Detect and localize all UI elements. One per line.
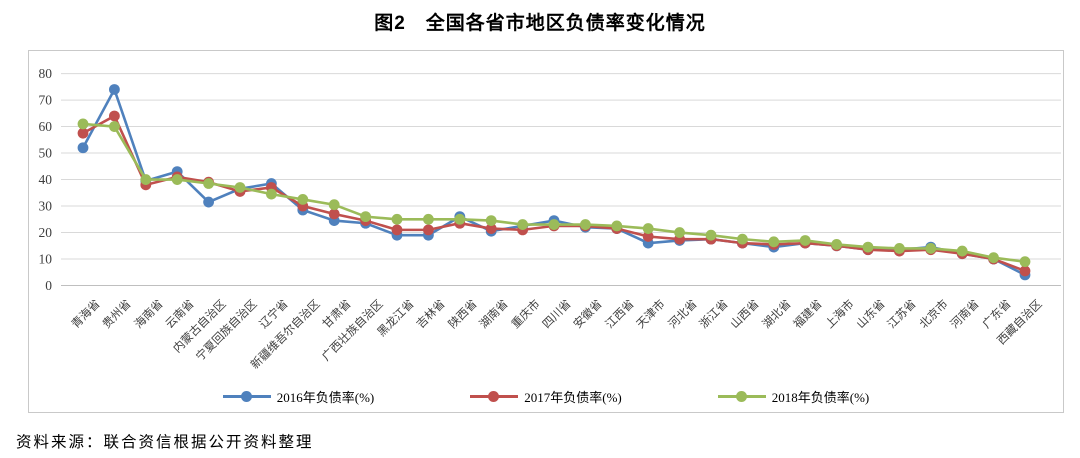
data-point-marker <box>328 199 340 211</box>
data-point-marker <box>423 213 434 225</box>
y-axis-tick-label: 80 <box>39 66 53 81</box>
chart-svg: 0 10 20 30 40 50 60 70 80 <box>39 66 1061 293</box>
legend-marker-icon <box>222 390 271 403</box>
legend-item: 2016年负债率(%) <box>222 387 375 406</box>
data-point-marker <box>328 208 340 220</box>
legend-label: 2018年负债率(%) <box>771 390 870 405</box>
data-point-marker <box>391 224 403 236</box>
data-point-marker <box>109 121 120 132</box>
data-point-marker <box>266 188 277 200</box>
data-point-marker <box>768 236 780 248</box>
legend-dot-icon <box>240 391 252 402</box>
data-point-marker <box>611 220 623 232</box>
data-point-marker <box>360 211 371 223</box>
data-point-marker <box>580 219 591 230</box>
chart-title: 图2 全国各省市地区负债率变化情况 <box>374 13 706 34</box>
data-point-marker <box>925 243 937 254</box>
y-axis-tick-label: 60 <box>39 119 53 134</box>
data-point-marker <box>297 194 309 205</box>
data-point-marker <box>77 127 89 139</box>
chart-area: 2016年负债率(%) 2017年负债率(%) 2018年负债率(%) 0 10 20 3… <box>28 50 1064 413</box>
data-point-marker <box>109 110 120 122</box>
data-point-marker <box>109 84 120 95</box>
data-point-marker <box>642 231 654 242</box>
data-point-marker <box>1019 256 1031 268</box>
legend-marker-icon <box>717 390 766 403</box>
y-axis-tick-label: 20 <box>39 225 53 240</box>
data-point-marker <box>140 174 152 185</box>
data-point-marker <box>423 224 434 236</box>
y-axis-tick-label: 70 <box>39 93 53 108</box>
data-point-marker <box>517 219 528 230</box>
data-point-marker <box>548 219 560 230</box>
legend: 2016年负债率(%) 2017年负债率(%) 2018年负债率(%) <box>29 387 1063 406</box>
data-point-marker <box>203 196 215 208</box>
data-point-marker <box>799 235 811 246</box>
data-point-marker <box>203 178 215 189</box>
data-point-marker <box>485 215 497 226</box>
legend-marker-icon <box>470 390 519 403</box>
y-axis-tick-label: 0 <box>45 278 52 293</box>
legend-label: 2017年负债率(%) <box>524 390 622 405</box>
y-axis-tick-label: 50 <box>39 146 53 161</box>
data-point-marker <box>737 233 748 245</box>
legend-dot-icon <box>735 391 747 402</box>
data-point-marker <box>77 118 89 130</box>
data-point-marker <box>894 243 905 254</box>
legend-dot-icon <box>488 391 500 402</box>
legend-label: 2016年负债率(%) <box>276 390 375 405</box>
data-point-marker <box>956 245 968 257</box>
data-point-marker <box>862 241 874 253</box>
data-point-marker <box>988 252 999 264</box>
legend-item: 2017年负债率(%) <box>470 387 622 406</box>
data-point-marker <box>1019 265 1031 277</box>
data-point-marker <box>171 174 183 185</box>
series-line <box>82 122 1026 263</box>
y-axis-tick-label: 10 <box>39 252 53 267</box>
data-point-marker <box>454 213 466 225</box>
data-point-marker <box>485 223 497 234</box>
source-text: 资料来源：联合资信根据公开资料整理 <box>16 434 314 451</box>
data-point-marker <box>705 229 717 241</box>
data-point-marker <box>391 213 403 225</box>
data-point-marker <box>234 182 246 193</box>
y-axis-tick-label: 30 <box>39 199 53 214</box>
data-point-marker <box>642 223 654 234</box>
legend-item: 2018年负债率(%) <box>717 387 870 406</box>
y-axis-tick-label: 40 <box>39 172 53 187</box>
data-point-marker <box>77 142 89 154</box>
data-point-marker <box>674 227 685 238</box>
data-point-marker <box>831 239 842 250</box>
